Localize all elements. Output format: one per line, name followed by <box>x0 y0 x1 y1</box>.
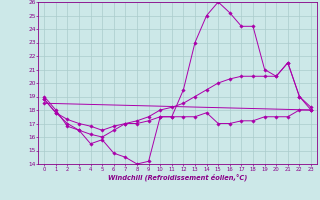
X-axis label: Windchill (Refroidissement éolien,°C): Windchill (Refroidissement éolien,°C) <box>108 173 247 181</box>
